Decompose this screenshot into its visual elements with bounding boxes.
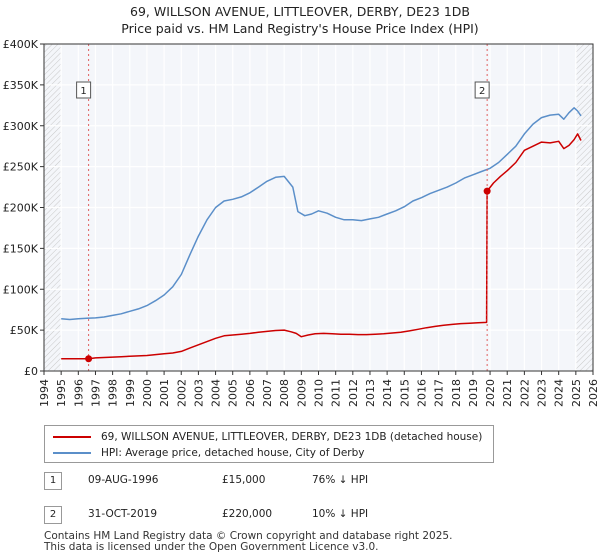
y-tick-label: £300K [3, 120, 39, 133]
x-tick-label: 2018 [450, 379, 463, 407]
x-tick-label: 2011 [330, 379, 343, 407]
x-tick-label: 2012 [347, 379, 360, 407]
x-tick-label: 2006 [244, 379, 257, 407]
sale-hpi-diff: 10% ↓ HPI [312, 508, 369, 520]
x-tick-label: 2000 [141, 379, 154, 407]
x-tick-label: 1998 [107, 379, 120, 407]
legend-swatch-property [53, 436, 91, 438]
x-tick-label: 1999 [124, 379, 137, 407]
x-tick-label: 2002 [175, 379, 188, 407]
legend-swatch-hpi [53, 452, 91, 454]
sale-row: 2 31-OCT-2019 £220,000 10% ↓ HPI [44, 506, 444, 524]
grid-lines [43, 43, 594, 372]
legend: 69, WILLSON AVENUE, LITTLEOVER, DERBY, D… [44, 425, 494, 463]
x-tick-label: 2013 [364, 379, 377, 407]
y-tick-label: £400K [3, 38, 39, 51]
x-tick-label: 2007 [261, 379, 274, 407]
sale-date: 31-OCT-2019 [88, 508, 157, 520]
sale-marker-dot [85, 355, 93, 363]
sale-marker-dot [483, 187, 491, 195]
y-tick-label: £200K [3, 202, 39, 215]
series-line-property [61, 133, 582, 360]
x-tick-label: 2015 [398, 379, 411, 407]
x-tick-label: 2014 [381, 379, 394, 407]
sale-price: £220,000 [222, 508, 273, 520]
sale-marker-box [76, 81, 92, 99]
footer: Contains HM Land Registry data © Crown c… [44, 531, 452, 553]
x-tick-label: 2003 [192, 379, 205, 407]
legend-label-property: 69, WILLSON AVENUE, LITTLEOVER, DERBY, D… [101, 431, 483, 443]
legend-item-hpi: HPI: Average price, detached house, City… [53, 445, 364, 461]
x-tick-label: 1995 [55, 379, 68, 407]
axes: £0 £50K £100K £150K £200K £250K £300K £350K £400… [3, 38, 600, 407]
footer-copyright: Contains HM Land Registry data © Crown c… [44, 530, 453, 542]
plot-frame [43, 43, 594, 372]
legend-label-hpi: HPI: Average price, detached house, City… [101, 447, 365, 459]
sale-date: 09-AUG-1996 [88, 474, 159, 486]
chart-title: 69, WILLSON AVENUE, LITTLEOVER, DERBY, D… [0, 3, 600, 37]
x-tick-label: 2026 [587, 379, 600, 407]
x-tick-label: 2022 [518, 379, 531, 407]
y-tick-label: £150K [3, 242, 39, 255]
y-tick-label: £50K [10, 324, 39, 337]
sale-marker-label: 1 [80, 86, 86, 97]
x-tick-label: 2008 [278, 379, 291, 407]
footer-licence: This data is licensed under the Open Gov… [44, 541, 379, 553]
x-tick-label: 2016 [415, 379, 428, 407]
x-tick-label: 2004 [210, 379, 223, 407]
y-tick-label: £250K [3, 161, 39, 174]
x-tick-label: 1994 [38, 379, 51, 407]
y-tick-label: £0 [24, 365, 38, 378]
sale-price: £15,000 [222, 474, 266, 486]
x-tick-label: 2001 [158, 379, 171, 407]
sale-number-badge: 2 [44, 506, 62, 524]
chart-title-line1: 69, WILLSON AVENUE, LITTLEOVER, DERBY, D… [130, 4, 470, 19]
x-tick-label: 1997 [89, 379, 102, 407]
y-tick-label: £350K [3, 79, 39, 92]
x-tick-label: 2024 [553, 379, 566, 407]
x-tick-label: 1996 [72, 379, 85, 407]
sale-number-badge: 1 [44, 472, 62, 490]
series-line-hpi [61, 107, 582, 321]
sale-marker-box [474, 81, 490, 99]
x-tick-label: 2019 [467, 379, 480, 407]
x-tick-label: 2010 [313, 379, 326, 407]
x-tick-label: 2005 [227, 379, 240, 407]
x-tick-label: 2023 [536, 379, 549, 407]
x-tick-label: 2025 [570, 379, 583, 407]
x-tick-label: 2021 [501, 379, 514, 407]
x-tick-label: 2020 [484, 379, 497, 407]
legend-item-property: 69, WILLSON AVENUE, LITTLEOVER, DERBY, D… [53, 429, 482, 445]
chart-title-line2: Price paid vs. HM Land Registry's House … [121, 21, 479, 36]
sale-hpi-diff: 76% ↓ HPI [312, 474, 369, 486]
sale-marker-label: 2 [479, 86, 485, 97]
series-lines [61, 107, 582, 360]
x-tick-label: 2017 [433, 379, 446, 407]
x-tick-label: 2009 [295, 379, 308, 407]
y-tick-label: £100K [3, 283, 39, 296]
sale-row: 1 09-AUG-1996 £15,000 76% ↓ HPI [44, 472, 444, 490]
